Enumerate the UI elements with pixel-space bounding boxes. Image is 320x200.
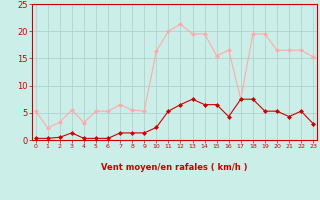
X-axis label: Vent moyen/en rafales ( km/h ): Vent moyen/en rafales ( km/h )	[101, 163, 248, 172]
